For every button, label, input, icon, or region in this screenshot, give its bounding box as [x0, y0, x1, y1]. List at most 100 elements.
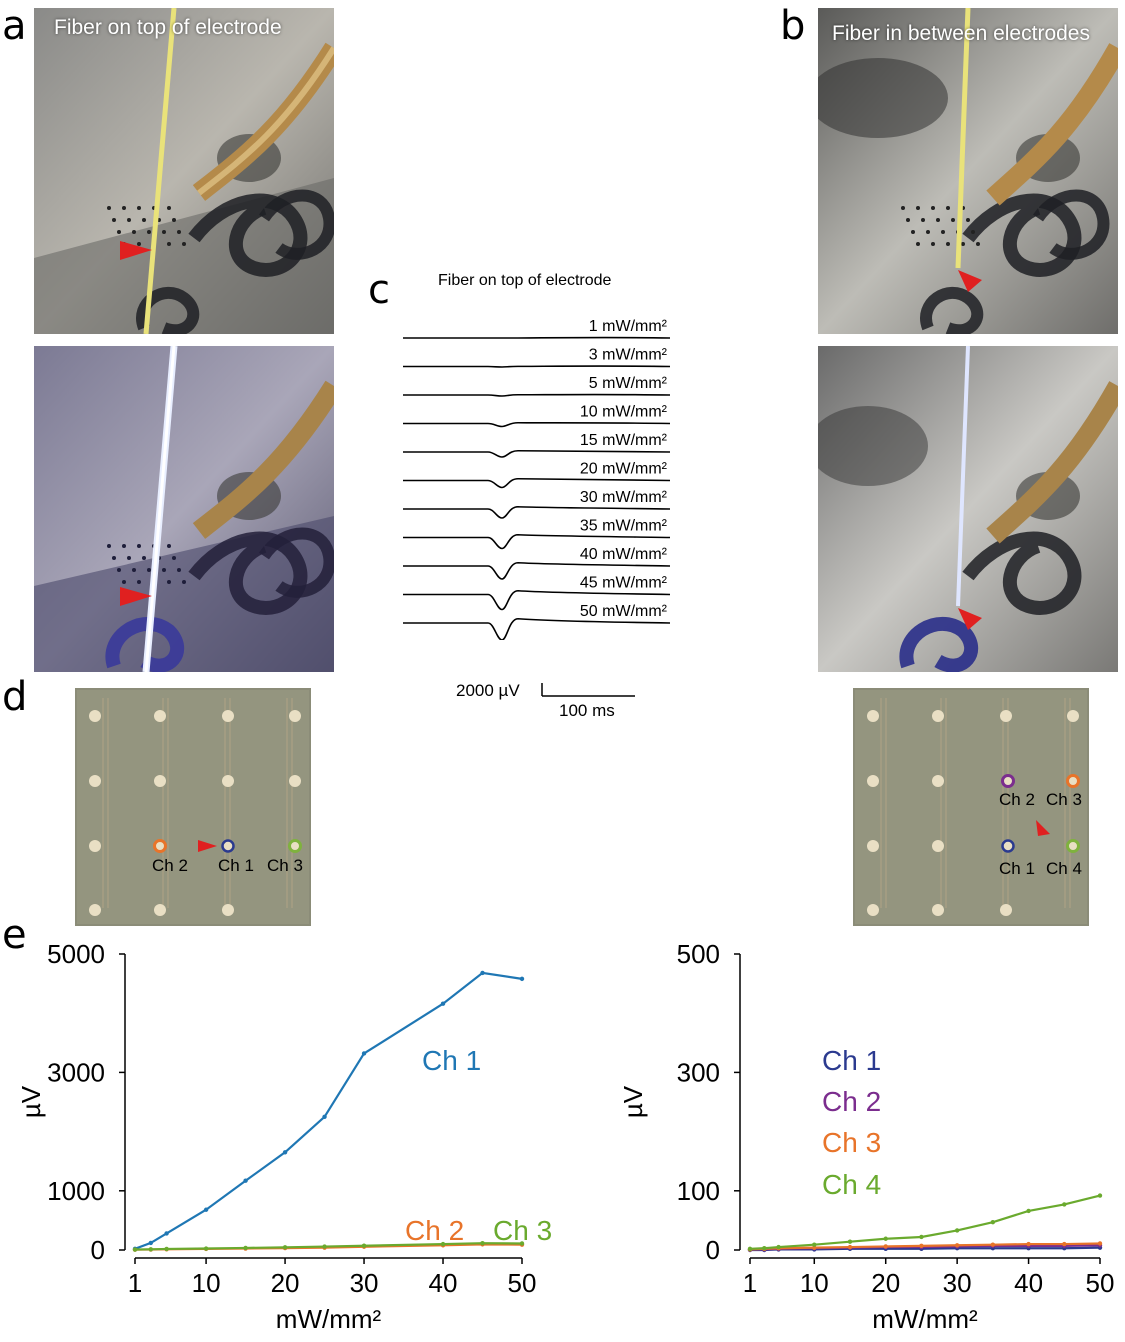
trace-11: [403, 617, 671, 640]
trace-9: [403, 561, 671, 580]
data-point: [322, 1244, 327, 1249]
label-right-ch1: Ch 1: [999, 859, 1035, 878]
electrode-ch3-right: [1066, 774, 1080, 788]
trace-8: [403, 533, 671, 550]
y-tick-label: 100: [677, 1176, 720, 1206]
panel-label-b: b: [780, 3, 806, 49]
trace-label-8: 35 mW/mm²: [580, 518, 668, 535]
electrode-array-right: Ch 2 Ch 3 Ch 1 Ch 4: [853, 688, 1089, 926]
series-label-ch-2: Ch 2: [822, 1086, 881, 1117]
data-point: [812, 1242, 817, 1247]
data-point: [990, 1242, 996, 1247]
photo-a-top: Fiber on top of electrode: [34, 8, 334, 334]
trace-5: [403, 449, 671, 458]
electrode-ch3-left: [288, 839, 302, 853]
photo-a-title: Fiber on top of electrode: [54, 16, 282, 39]
data-point: [954, 1243, 960, 1248]
data-point: [519, 976, 525, 982]
x-tick-label: 40: [429, 1268, 458, 1298]
data-point: [919, 1243, 924, 1249]
data-point: [164, 1231, 169, 1236]
y-tick-label: 300: [677, 1057, 720, 1087]
electrode-ch1-right: [1001, 839, 1015, 853]
fiber-arrow-right: [1036, 820, 1050, 836]
panel-label-e: e: [2, 912, 27, 958]
y-tick-label: 3000: [47, 1057, 105, 1087]
series-label-ch-1: Ch 1: [422, 1045, 481, 1076]
trace-2: [403, 365, 671, 368]
electrode-ch2-left: [153, 839, 167, 853]
data-point: [1026, 1241, 1031, 1247]
data-point: [243, 1178, 248, 1183]
x-tick-label: 20: [271, 1268, 300, 1298]
trace-label-1: 1 mW/mm²: [589, 318, 668, 335]
panel-label-a: a: [2, 3, 27, 49]
trace-label-11: 50 mW/mm²: [580, 603, 668, 620]
data-point: [480, 970, 485, 976]
data-point: [322, 1114, 327, 1119]
series-label-ch-1: Ch 1: [822, 1045, 881, 1076]
data-point: [1097, 1241, 1103, 1246]
x-tick-label: 30: [943, 1268, 972, 1298]
trace-label-10: 45 mW/mm²: [580, 575, 668, 592]
data-point: [440, 1001, 446, 1006]
trace-label-5: 15 mW/mm²: [580, 432, 668, 449]
y-axis-label: µV: [16, 1085, 46, 1118]
label-right-ch2: Ch 2: [999, 790, 1035, 809]
data-point: [203, 1246, 209, 1251]
electrode-array-left: Ch 2 Ch 1 Ch 3: [75, 688, 311, 926]
trace-label-7: 30 mW/mm²: [580, 489, 668, 506]
photo-b-title: Fiber in between electrodes: [832, 22, 1090, 45]
y-tick-label: 1000: [47, 1176, 105, 1206]
x-tick-label: 1: [743, 1268, 757, 1298]
electrode-ch2-right: [1001, 774, 1015, 788]
x-tick-label: 30: [350, 1268, 379, 1298]
trace-label-3: 5 mW/mm²: [589, 375, 668, 392]
scalebar-time-label: 100 ms: [559, 701, 615, 720]
data-point: [1062, 1241, 1067, 1247]
panel-label-c: c: [368, 267, 390, 313]
data-point: [361, 1243, 367, 1248]
label-left-ch1: Ch 1: [218, 856, 254, 875]
x-tick-label: 10: [192, 1268, 221, 1298]
label-right-ch3: Ch 3: [1046, 790, 1082, 809]
traces-plot: 1 mW/mm² 3 mW/mm² 5 mW/mm² 10 mW/mm² 15 mW/m…: [403, 318, 671, 640]
data-point: [1097, 1193, 1103, 1198]
data-point: [847, 1239, 853, 1244]
label-right-ch4: Ch 4: [1046, 859, 1082, 878]
data-point: [480, 1240, 485, 1246]
data-point: [164, 1246, 169, 1252]
data-point: [1062, 1202, 1067, 1207]
label-left-ch2: Ch 2: [152, 856, 188, 875]
chart-left: 0 1000 3000 5000 1 10 20 30 40 50 mW/mm² µV Ch 1 Ch 2…: [16, 939, 552, 1334]
x-axis-label: mW/mm²: [276, 1304, 382, 1334]
y-tick-label: 5000: [47, 939, 105, 969]
series-line-ch-1: [134, 971, 523, 1250]
x-tick-label: 40: [1014, 1268, 1043, 1298]
photo-b-top: Fiber in between electrodes: [818, 8, 1118, 334]
scalebar: [541, 683, 635, 697]
data-point: [883, 1236, 888, 1241]
trace-4: [403, 421, 671, 428]
photo-b-bottom: [818, 346, 1118, 672]
y-tick-label: 0: [91, 1235, 105, 1265]
data-point: [519, 1241, 525, 1246]
y-tick-label: 0: [706, 1235, 720, 1265]
data-point: [990, 1219, 996, 1225]
scalebar-amplitude-label: 2000 µV: [456, 681, 520, 700]
data-point: [243, 1245, 248, 1251]
y-tick-label: 500: [677, 939, 720, 969]
data-point: [440, 1241, 446, 1247]
photo-a-bottom: [34, 346, 334, 672]
trace-6: [403, 477, 671, 489]
trace-label-2: 3 mW/mm²: [589, 347, 668, 364]
x-tick-label: 1: [128, 1268, 142, 1298]
trace-3: [403, 393, 671, 397]
series-label-ch-2: Ch 2: [405, 1215, 464, 1246]
chart-right: 0 100 300 500 1 10 20 30 40 50 mW/mm² µV Ch 1 Ch 2 Ch …: [618, 939, 1114, 1334]
series-label-ch-4: Ch 4: [822, 1169, 881, 1200]
data-point: [148, 1247, 153, 1252]
trace-label-6: 20 mW/mm²: [580, 461, 668, 478]
data-point: [847, 1244, 853, 1250]
panel-label-d: d: [2, 674, 28, 720]
